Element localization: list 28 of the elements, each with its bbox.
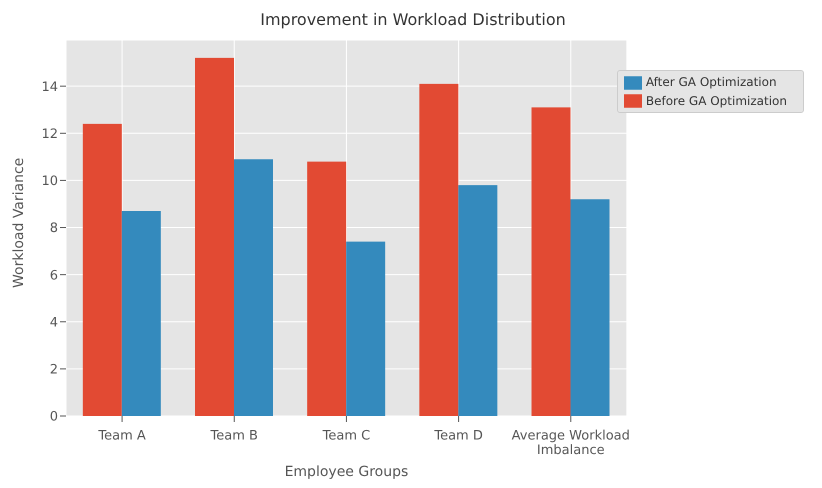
- bar: [195, 58, 234, 416]
- bar: [82, 124, 122, 416]
- y-tick-label: 6: [50, 268, 58, 284]
- x-tick-label: Team D: [433, 428, 483, 444]
- x-tick-label: Average Workload Imbalance: [512, 428, 630, 458]
- legend-label: After GA Optimization: [646, 75, 777, 89]
- legend-label: Before GA Optimization: [646, 94, 787, 108]
- y-tick-label: 8: [50, 221, 58, 236]
- chart-title: Improvement in Workload Distribution: [259, 9, 567, 31]
- y-tick-label: 10: [41, 174, 58, 190]
- x-tick-label: Team A: [97, 428, 146, 444]
- x-axis-title: Employee Groups: [284, 464, 408, 480]
- x-tick-label: Team B: [210, 428, 258, 444]
- bar: [234, 159, 273, 416]
- bar: [307, 162, 346, 416]
- bar: [570, 199, 610, 416]
- y-axis-title: Workload Variance: [10, 158, 27, 288]
- y-tick-label: 4: [50, 315, 58, 330]
- y-tick-label: 2: [50, 362, 58, 378]
- y-tick-label: 12: [41, 126, 58, 142]
- bar: [419, 84, 458, 416]
- bar: [122, 211, 161, 416]
- bar: [532, 107, 571, 416]
- y-tick-label: 14: [41, 80, 58, 95]
- bar: [346, 242, 386, 416]
- x-tick-label: Team C: [322, 428, 370, 444]
- bar: [458, 185, 498, 416]
- y-tick-label: 0: [50, 410, 58, 425]
